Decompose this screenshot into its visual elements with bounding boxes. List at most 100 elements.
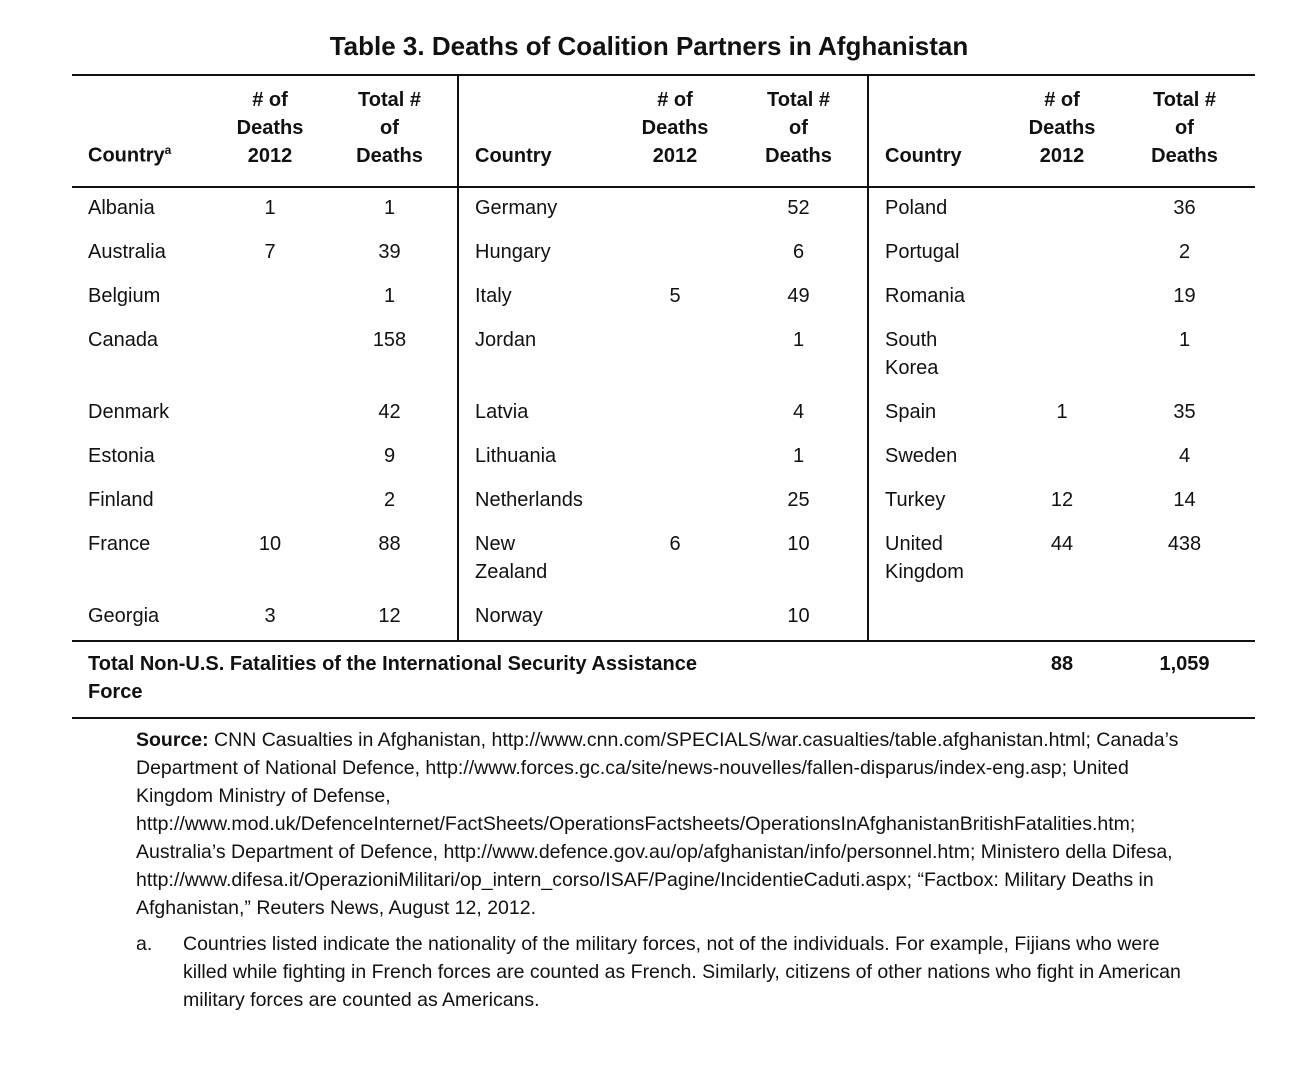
table-cell: 42	[322, 392, 458, 436]
header-line: 2012	[247, 145, 293, 167]
table-cell: 7	[218, 232, 322, 276]
deaths-2012: 44	[1050, 533, 1074, 555]
table-cell: United Kingdom	[867, 524, 1010, 596]
total-deaths: 2	[1178, 241, 1191, 263]
country-name: Estonia	[88, 445, 155, 467]
table-cell: Lithuania	[457, 436, 620, 480]
header-line: of	[1175, 117, 1194, 139]
table-title: Table 3. Deaths of Coalition Partners in…	[329, 31, 969, 61]
header-line: of	[380, 117, 399, 139]
total-deaths: 1	[792, 329, 805, 351]
header-line: 2012	[1039, 145, 1085, 167]
source: Source: CNN Casualties in Afghanistan, h…	[136, 726, 1206, 922]
table-row: Georgia 3 12 Norway 10	[72, 596, 1255, 641]
total-deaths: 1	[1178, 329, 1191, 351]
country-name: Belgium	[88, 285, 161, 307]
deaths-2012: 1	[264, 197, 276, 219]
table-cell	[620, 232, 730, 276]
table-cell: 4	[1114, 436, 1255, 480]
table-cell: 2	[322, 480, 458, 524]
table-cell: Georgia	[72, 596, 218, 641]
deaths-2012: 7	[264, 241, 276, 263]
table-cell	[1114, 596, 1255, 641]
table-cell: Denmark	[72, 392, 218, 436]
source-text: CNN Casualties in Afghanistan, http://ww…	[136, 729, 1179, 919]
table-cell	[1010, 276, 1114, 320]
table-cell: 2	[1114, 232, 1255, 276]
header-line: Deaths	[356, 145, 423, 167]
country-name: Finland	[88, 489, 154, 511]
country-name: Denmark	[88, 401, 170, 423]
table-cell: 438	[1114, 524, 1255, 596]
table-cell	[620, 436, 730, 480]
total-deaths: 19	[1173, 285, 1196, 307]
table-cell: 3	[218, 596, 322, 641]
total-deaths: 438	[1167, 533, 1202, 555]
total-deaths: 35	[1173, 401, 1196, 423]
table-cell: New Zealand	[457, 524, 620, 596]
table-cell	[218, 436, 322, 480]
table-cell: 35	[1114, 392, 1255, 436]
table-cell: Norway	[457, 596, 620, 641]
total-deaths: 52	[787, 197, 810, 219]
table-cell: Poland	[867, 187, 1010, 232]
header-row: Countrya # of Deaths 2012 Total # of Deaths Cou…	[72, 74, 1255, 188]
table-cell: Spain	[867, 392, 1010, 436]
header-cell: Total # of Deaths	[1114, 74, 1255, 188]
header-line: 2012	[652, 145, 698, 167]
source-label: Source:	[136, 729, 209, 751]
table-cell: Canada	[72, 320, 218, 392]
table-cell	[218, 392, 322, 436]
total-deaths: 1	[792, 445, 805, 467]
country-name: Albania	[88, 197, 155, 219]
table-cell: 12	[1010, 480, 1114, 524]
table-cell: Jordan	[457, 320, 620, 392]
total-deaths: 49	[787, 285, 810, 307]
table-cell: 10	[218, 524, 322, 596]
header-line: Deaths	[641, 117, 709, 139]
table-cell: 14	[1114, 480, 1255, 524]
total-deaths: 2	[383, 489, 396, 511]
table-cell: Germany	[457, 187, 620, 232]
country-name: Canada	[88, 329, 159, 351]
total-deaths: 10	[787, 605, 810, 627]
table-cell: Portugal	[867, 232, 1010, 276]
header-line: # of	[657, 89, 693, 111]
table-cell: Italy	[457, 276, 620, 320]
deaths-2012: 3	[264, 605, 276, 627]
table-cell: Estonia	[72, 436, 218, 480]
header-line: Deaths	[1151, 145, 1218, 167]
table-cell: 158	[322, 320, 458, 392]
total-deaths: 6	[792, 241, 805, 263]
total-deaths: 39	[378, 241, 401, 263]
header-line: Total #	[358, 89, 421, 111]
table-cell: 1	[218, 187, 322, 232]
table-row: Albania 1 1 Germany 52 Poland 36	[72, 187, 1255, 232]
table-cell: Belgium	[72, 276, 218, 320]
table-cell: 1	[730, 320, 868, 392]
table-cell	[1010, 596, 1114, 641]
header-cell: # of Deaths 2012	[218, 74, 322, 188]
country-name: Jordan	[475, 329, 537, 351]
total-row: Total Non-U.S. Fatalities of the Interna…	[72, 640, 1255, 719]
total-deaths-2012: 88	[1050, 653, 1074, 675]
total-deaths: 4	[792, 401, 805, 423]
table-cell: 88	[322, 524, 458, 596]
table-cell: Hungary	[457, 232, 620, 276]
table-cell: 1	[730, 436, 868, 480]
table-cell: 10	[730, 524, 868, 596]
deaths-2012: 12	[1050, 489, 1074, 511]
country-name: Poland	[885, 197, 948, 219]
header-cell: Country	[457, 74, 620, 188]
total-deaths-all: 1,059	[1159, 653, 1210, 675]
table-cell: Finland	[72, 480, 218, 524]
table-cell: 5	[620, 276, 730, 320]
table-cell: 36	[1114, 187, 1255, 232]
table-cell: 1	[1114, 320, 1255, 392]
table-cell	[218, 480, 322, 524]
country-name: Spain	[885, 401, 937, 423]
country-name: Portugal	[885, 241, 960, 263]
footnote-text: Countries listed indicate the nationalit…	[183, 933, 1181, 1011]
table-row: France 10 88 New Zealand 6 10 United Kingdom 44…	[72, 524, 1255, 596]
table-cell: 52	[730, 187, 868, 232]
